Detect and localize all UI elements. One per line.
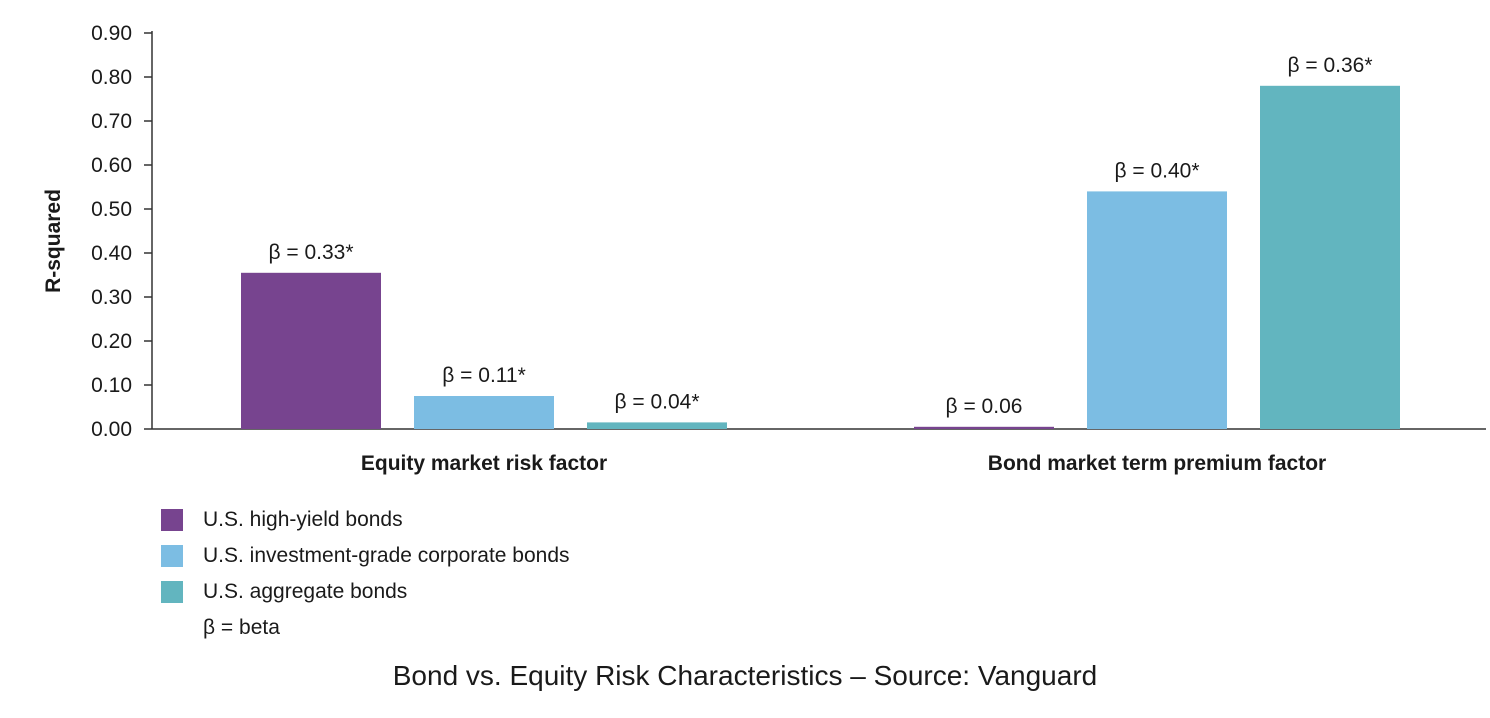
bar — [587, 422, 727, 429]
bar — [1087, 191, 1227, 429]
bar — [914, 426, 1054, 429]
bar — [414, 396, 554, 429]
bar-data-label: β = 0.11* — [442, 364, 526, 387]
y-tick-label: 0.60 — [91, 154, 132, 177]
bar-data-label: β = 0.36* — [1287, 54, 1372, 77]
legend-item-investment-grade: U.S. investment-grade corporate bonds — [161, 538, 570, 574]
legend-beta-note: β = beta — [203, 616, 280, 639]
legend-label-aggregate: U.S. aggregate bonds — [203, 580, 408, 603]
bar-data-label: β = 0.33* — [268, 241, 353, 264]
legend-swatch-investment-grade — [161, 545, 183, 567]
y-tick-label: 0.20 — [91, 330, 132, 353]
y-axis-label: R-squared — [42, 189, 65, 293]
bar-chart: 0.00 0.10 0.20 0.30 0.40 0.50 0.60 0.70 0.80 0.90… — [42, 22, 1486, 475]
y-tick-label: 0.80 — [91, 66, 132, 89]
chart-caption: Bond vs. Equity Risk Characteristics – S… — [392, 660, 1098, 691]
y-tick-label: 0.50 — [91, 198, 132, 221]
bar — [1260, 85, 1400, 430]
category-label: Bond market term premium factor — [988, 452, 1326, 475]
legend-swatch-aggregate — [161, 581, 183, 603]
bar-data-label: β = 0.40* — [1114, 159, 1199, 182]
legend-swatch-high-yield — [161, 509, 183, 531]
y-tick-label: 0.40 — [91, 242, 132, 265]
y-tick-label: 0.30 — [91, 286, 132, 309]
legend-label-investment-grade: U.S. investment-grade corporate bonds — [203, 544, 570, 567]
legend-item-aggregate: U.S. aggregate bonds — [161, 574, 570, 610]
legend: U.S. high-yield bonds U.S. investment-gr… — [161, 502, 570, 646]
bar-data-label: β = 0.06 — [946, 395, 1023, 418]
y-tick-label: 0.10 — [91, 374, 132, 397]
bar-data-label: β = 0.04* — [614, 390, 699, 413]
legend-item-high-yield: U.S. high-yield bonds — [161, 502, 570, 538]
legend-label-high-yield: U.S. high-yield bonds — [203, 508, 403, 531]
y-tick-label: 0.70 — [91, 110, 132, 133]
y-tick-label: 0.00 — [91, 418, 132, 441]
y-tick-label: 0.90 — [91, 22, 132, 45]
bar — [241, 272, 381, 429]
category-label: Equity market risk factor — [361, 452, 607, 475]
